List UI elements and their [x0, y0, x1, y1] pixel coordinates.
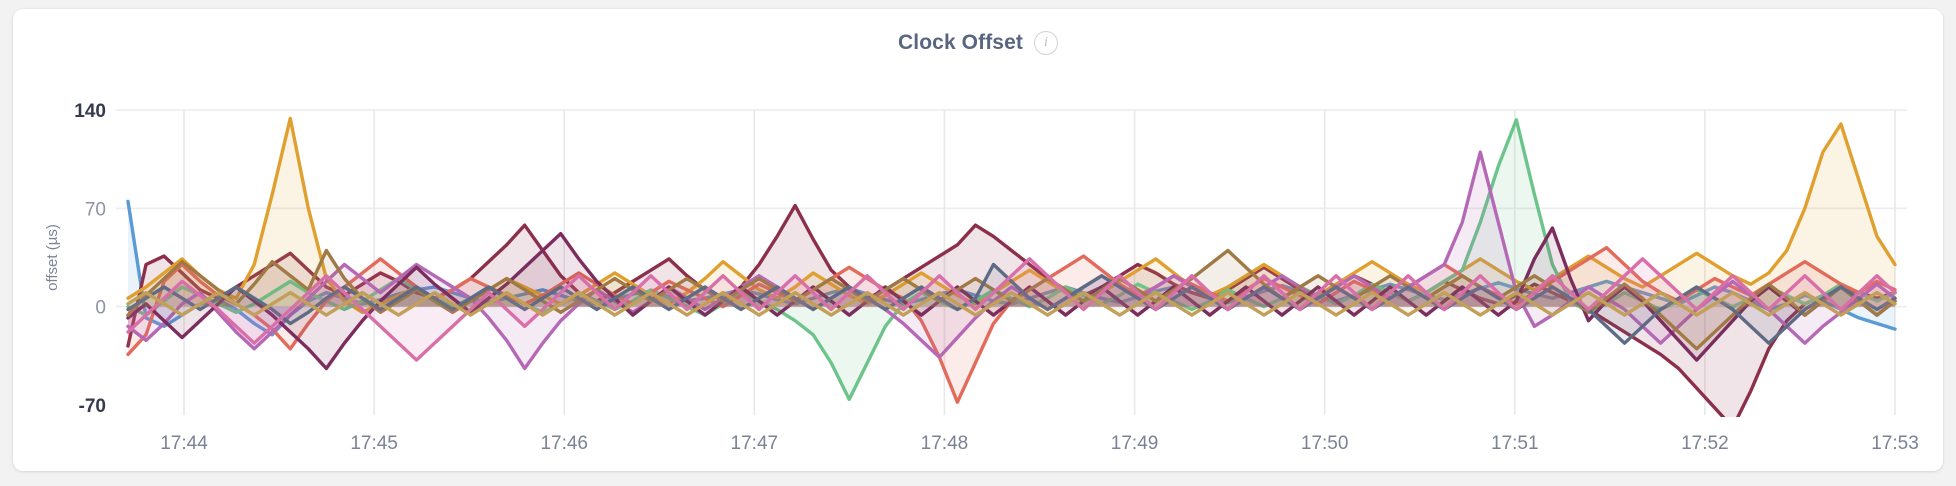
x-axis-tick-label: 17:52: [1681, 433, 1729, 454]
x-axis-tick-label: 17:51: [1491, 433, 1539, 454]
series-line: [126, 248, 1897, 351]
x-axis-tick-label: 17:49: [1111, 433, 1159, 454]
x-axis-tick-label: 17:47: [731, 433, 779, 454]
series-line: [126, 262, 1897, 345]
chart-container[interactable]: -70 0 70 140 offset (µs) 17:44 17:45 17:46 17:47…: [13, 9, 1943, 471]
clock-offset-line-chart[interactable]: -70 0 70 140 offset (µs) 17:44 17:45 17:46 17:47…: [13, 9, 1943, 471]
x-axis-tick-label: 17:53: [1871, 433, 1919, 454]
x-axis: 17:44 17:45 17:46 17:47 17:48 17:49 17:50 17:51…: [160, 433, 1919, 454]
series-area: [128, 228, 1895, 369]
y-axis-tick-label: 140: [74, 101, 106, 122]
y-axis-tick-label: 0: [95, 298, 106, 319]
y-axis-title: offset (µs): [44, 224, 61, 291]
x-axis-tick-label: 17:46: [540, 433, 588, 454]
x-axis-tick-label: 17:48: [921, 433, 969, 454]
series-area: [128, 264, 1895, 344]
x-axis-tick-label: 17:50: [1301, 433, 1349, 454]
series-line: [126, 150, 1897, 371]
series-area: [128, 119, 1895, 400]
y-axis: -70 0 70 140: [74, 101, 106, 417]
series-group: [126, 116, 1897, 417]
series-area: [128, 258, 1895, 361]
info-icon[interactable]: i: [1033, 31, 1058, 55]
series-line: [126, 290, 1897, 317]
series-area: [128, 205, 1895, 417]
gridlines: [116, 109, 1907, 415]
clock-offset-card: Clock Offset i -70 0 70 140 offset (µs) 17:44…: [13, 9, 1943, 471]
x-axis-tick-label: 17:44: [160, 433, 208, 454]
y-axis-tick-label: 70: [85, 199, 106, 220]
x-axis-tick-label: 17:45: [350, 433, 398, 454]
y-axis-tick-label: -70: [79, 396, 106, 417]
